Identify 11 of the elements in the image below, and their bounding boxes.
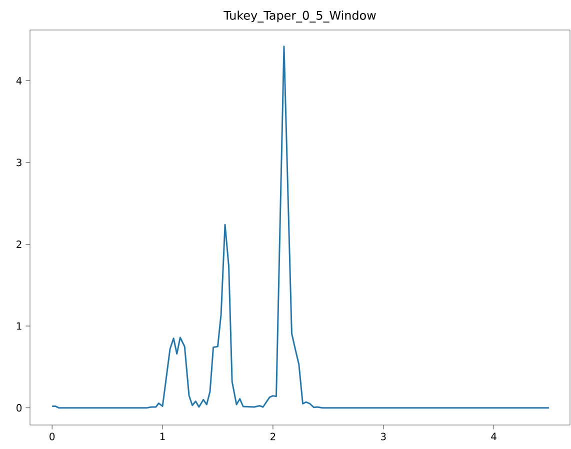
x-tick-label: 1: [160, 432, 165, 440]
chart-title: Tukey_Taper_0_5_Window: [224, 10, 376, 22]
x-tick-label: 2: [270, 432, 276, 440]
x-tick-label: 4: [491, 432, 496, 440]
y-tick-label: 1: [16, 322, 22, 330]
x-tick-label: 0: [50, 432, 55, 440]
y-tick-label: 4: [16, 77, 22, 84]
y-tick-label: 0: [16, 404, 22, 412]
y-tick-label: 2: [16, 240, 22, 248]
x-tick-label: 3: [380, 432, 386, 440]
y-tick-label: 3: [16, 158, 22, 166]
